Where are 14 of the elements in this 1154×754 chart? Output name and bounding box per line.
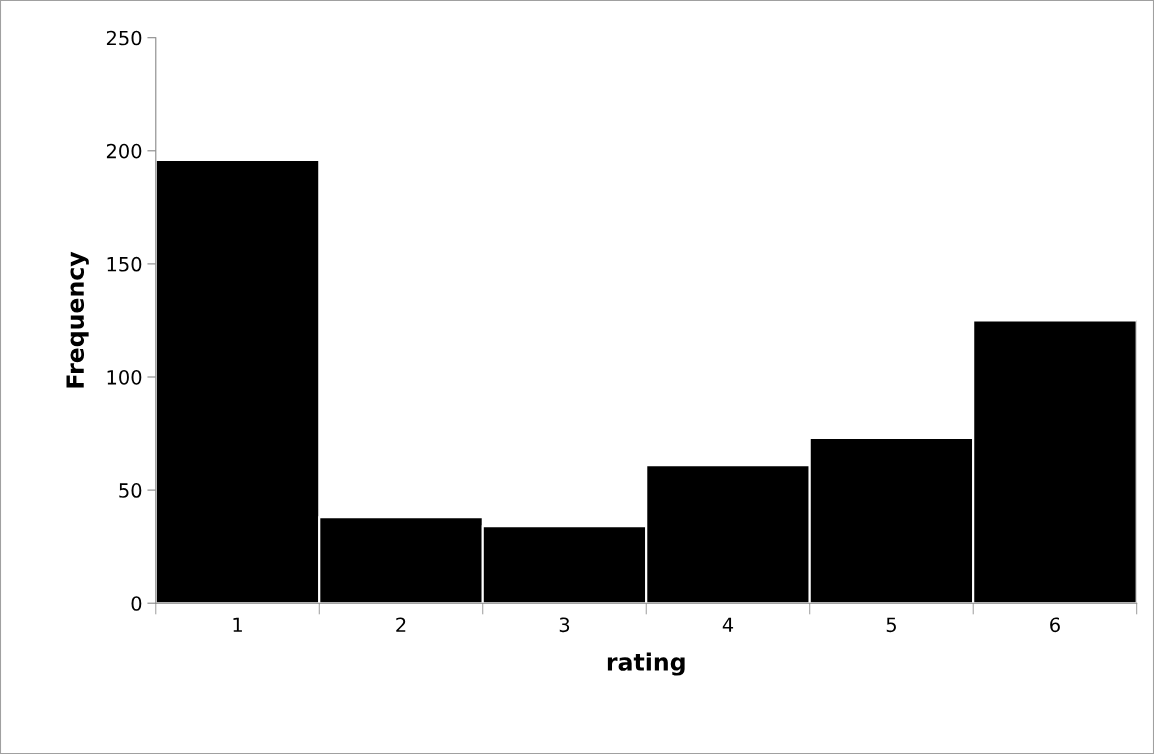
- x-axis-title: rating: [607, 652, 685, 676]
- x-tick-label: 5: [886, 617, 896, 633]
- y-axis-title: Frequency: [66, 251, 89, 388]
- x-tick-label: 2: [396, 617, 406, 632]
- y-tick-label: 0: [131, 596, 142, 611]
- y-tick-label: 200: [106, 143, 142, 159]
- x-tick-label: 6: [1050, 617, 1060, 633]
- x-tick-label: 3: [559, 617, 570, 633]
- y-tick-label: 250: [106, 30, 142, 46]
- y-tick-label: 50: [119, 483, 142, 498]
- x-tick-label: 4: [722, 617, 734, 632]
- x-tick-label: 1: [233, 617, 242, 632]
- y-tick-label: 150: [107, 256, 142, 272]
- y-tick-label: 100: [107, 369, 142, 385]
